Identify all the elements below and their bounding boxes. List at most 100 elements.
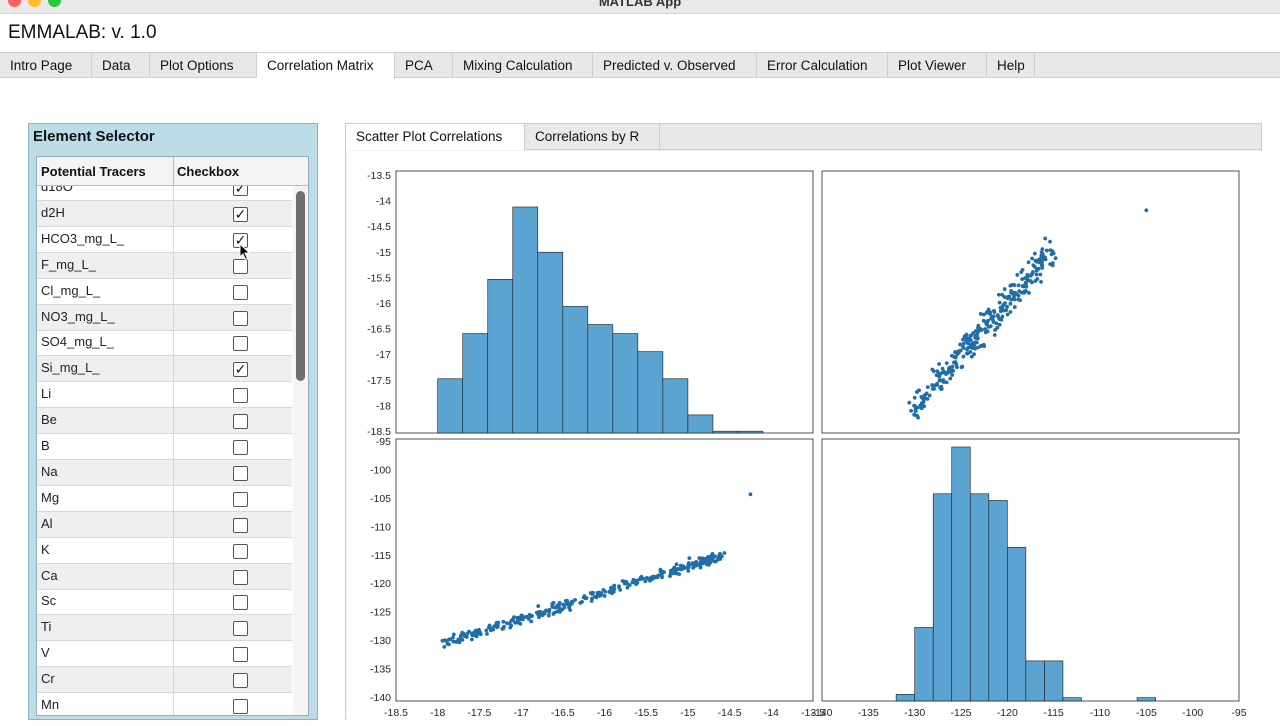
tracer-checkbox[interactable]: ✓ bbox=[233, 361, 248, 378]
scatter-point bbox=[1008, 283, 1013, 288]
tab-plot-viewer[interactable]: Plot Viewer bbox=[888, 53, 987, 78]
column-header-tracers[interactable]: Potential Tracers bbox=[41, 164, 146, 179]
tab-error-calculation[interactable]: Error Calculation bbox=[757, 53, 888, 78]
tracer-checkbox[interactable] bbox=[233, 673, 248, 689]
column-header-checkbox[interactable]: Checkbox bbox=[177, 164, 240, 179]
tracer-row[interactable]: B bbox=[37, 434, 292, 460]
scatter-point bbox=[1016, 283, 1021, 288]
scatter-point bbox=[1005, 304, 1009, 309]
tracer-row[interactable]: Mg bbox=[37, 485, 292, 512]
scatter-point bbox=[992, 333, 997, 337]
cell-divider bbox=[173, 408, 174, 435]
tracer-checkbox[interactable] bbox=[233, 595, 248, 611]
cell-divider bbox=[173, 589, 174, 616]
maximize-window-icon[interactable] bbox=[48, 0, 61, 7]
scatter-point bbox=[485, 631, 489, 636]
tracer-row[interactable]: SO4_mg_L_ bbox=[37, 330, 292, 357]
tracer-row[interactable]: d18O ✓ bbox=[37, 186, 292, 201]
tracer-row[interactable]: Al bbox=[37, 511, 292, 538]
cell-divider bbox=[173, 226, 174, 253]
scatter-point bbox=[976, 323, 981, 328]
tracer-row[interactable]: Cr bbox=[37, 667, 292, 694]
tracer-row[interactable]: Sc bbox=[37, 589, 292, 616]
tab-intro-page[interactable]: Intro Page bbox=[0, 53, 92, 78]
tracer-checkbox[interactable] bbox=[233, 336, 248, 352]
close-window-icon[interactable] bbox=[8, 0, 21, 7]
tab-correlation-matrix[interactable]: Correlation Matrix bbox=[257, 53, 395, 79]
scrollbar-thumb[interactable] bbox=[296, 191, 305, 381]
tab-mixing-calculation[interactable]: Mixing Calculation bbox=[453, 53, 593, 78]
tracer-row[interactable]: Ti bbox=[37, 615, 292, 642]
scatter-point bbox=[567, 605, 572, 610]
scatter-point bbox=[643, 579, 648, 584]
tab-predicted-v-observed[interactable]: Predicted v. Observed bbox=[593, 53, 757, 78]
scatter-point bbox=[997, 317, 1002, 321]
scatter-point bbox=[536, 604, 541, 608]
scatter-point bbox=[1053, 256, 1058, 261]
tracer-checkbox[interactable] bbox=[233, 465, 248, 481]
scatter-point bbox=[948, 376, 953, 381]
tracer-row[interactable]: Mn bbox=[37, 693, 292, 715]
tracer-checkbox[interactable] bbox=[233, 310, 248, 326]
scatter-point bbox=[975, 330, 980, 335]
tracer-row[interactable]: d2H ✓ bbox=[37, 200, 292, 227]
scatter-point bbox=[504, 621, 509, 626]
scatter-point bbox=[985, 329, 990, 334]
y-tick-label: -14 bbox=[376, 196, 391, 208]
scatter-point bbox=[1026, 260, 1031, 265]
tab-pca[interactable]: PCA bbox=[395, 53, 453, 78]
tracer-table-scrollbar[interactable] bbox=[293, 186, 308, 715]
tab-help[interactable]: Help bbox=[987, 53, 1035, 78]
tracer-checkbox[interactable] bbox=[233, 517, 248, 533]
histogram-bar bbox=[988, 500, 1008, 702]
minimize-window-icon[interactable] bbox=[28, 0, 41, 7]
scatter-point bbox=[460, 630, 465, 635]
histogram-bar bbox=[914, 627, 934, 702]
scatter-point bbox=[965, 351, 969, 356]
tracer-row[interactable]: Li bbox=[37, 382, 292, 409]
scatter-point bbox=[1008, 301, 1013, 306]
scatter-point bbox=[1050, 261, 1055, 266]
tracer-checkbox[interactable] bbox=[233, 647, 248, 663]
histogram-bar bbox=[712, 430, 739, 434]
tracer-row[interactable]: Be bbox=[37, 408, 292, 435]
tracer-checkbox[interactable] bbox=[233, 699, 248, 714]
cell-divider bbox=[173, 200, 174, 227]
tracer-row[interactable]: Ca bbox=[37, 563, 292, 590]
tracer-checkbox[interactable] bbox=[233, 543, 248, 559]
tracer-row[interactable]: K bbox=[37, 537, 292, 564]
tracer-checkbox[interactable] bbox=[233, 388, 248, 404]
scatter-point bbox=[990, 315, 995, 319]
tracer-row[interactable]: Si_mg_L_ ✓ bbox=[37, 356, 292, 383]
y-tick-label: -18 bbox=[376, 400, 391, 412]
plot-tab-correlations-by-r[interactable]: Correlations by R bbox=[525, 124, 660, 150]
tab-data[interactable]: Data bbox=[92, 53, 150, 78]
tracer-checkbox[interactable] bbox=[233, 414, 248, 430]
tracer-checkbox[interactable]: ✓ bbox=[233, 205, 248, 222]
tracer-checkbox[interactable] bbox=[233, 621, 248, 637]
tracer-row[interactable]: F_mg_L_ bbox=[37, 252, 292, 279]
tracer-checkbox[interactable] bbox=[233, 440, 248, 455]
tab-plot-options[interactable]: Plot Options bbox=[150, 53, 257, 78]
tracer-checkbox[interactable] bbox=[233, 258, 248, 274]
cell-divider bbox=[173, 615, 174, 642]
scatter-point bbox=[915, 389, 919, 394]
tracer-row[interactable]: HCO3_mg_L_ ✓ bbox=[37, 226, 292, 253]
tracer-row[interactable]: NO3_mg_L_ bbox=[37, 304, 292, 331]
plot-tab-scatter-plot-correlations[interactable]: Scatter Plot Correlations bbox=[346, 124, 525, 150]
tracer-checkbox[interactable] bbox=[233, 491, 248, 507]
tracer-checkbox[interactable] bbox=[233, 569, 248, 585]
y-tick-label: -125 bbox=[370, 607, 391, 619]
tracer-row[interactable]: V bbox=[37, 641, 292, 668]
scatter-point bbox=[998, 305, 1003, 310]
scatter-point bbox=[712, 559, 716, 564]
tracer-row[interactable]: Cl_mg_L_ bbox=[37, 278, 292, 305]
tracer-name: Sc bbox=[41, 593, 57, 609]
scatter-point bbox=[674, 567, 679, 572]
scatter-point bbox=[1040, 266, 1045, 270]
scatter-point bbox=[565, 598, 569, 603]
tracer-checkbox[interactable]: ✓ bbox=[233, 186, 248, 196]
histogram-bar bbox=[687, 414, 714, 434]
tracer-row[interactable]: Na bbox=[37, 459, 292, 486]
tracer-checkbox[interactable] bbox=[233, 284, 248, 300]
